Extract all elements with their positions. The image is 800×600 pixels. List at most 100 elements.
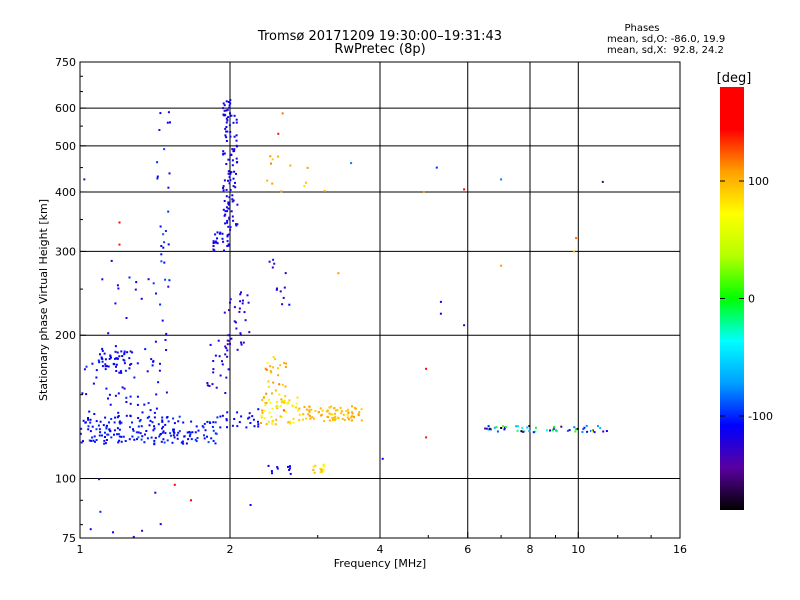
data-point: [226, 245, 229, 247]
data-point: [252, 418, 255, 421]
data-point: [137, 436, 140, 439]
data-point: [229, 172, 232, 175]
data-point: [158, 435, 161, 438]
data-point: [95, 376, 98, 379]
colorbar-ticks: 100 0 -100: [720, 175, 773, 423]
data-point: [212, 371, 215, 374]
data-point: [177, 420, 180, 423]
data-point: [216, 242, 219, 245]
data-point: [296, 396, 299, 399]
data-point: [284, 366, 287, 368]
data-point: [236, 348, 239, 351]
data-point: [271, 422, 274, 425]
data-point: [92, 382, 95, 385]
data-point: [224, 392, 227, 394]
data-point: [231, 159, 234, 162]
data-point: [240, 291, 242, 294]
data-point: [189, 431, 192, 434]
x-tick-label: 1: [77, 543, 84, 556]
data-point: [215, 386, 218, 389]
data-point: [130, 362, 133, 365]
data-point: [323, 189, 326, 192]
data-point: [225, 206, 228, 209]
data-point: [521, 426, 524, 429]
data-point: [209, 343, 212, 346]
data-point: [89, 421, 92, 424]
data-point: [602, 430, 605, 433]
data-point: [339, 406, 342, 409]
data-point: [169, 432, 172, 435]
data-point: [120, 371, 123, 374]
data-point: [233, 114, 236, 117]
data-point: [303, 185, 306, 187]
data-point: [266, 361, 269, 364]
data-point: [131, 435, 134, 438]
data-point: [129, 363, 131, 366]
data-point: [240, 341, 242, 344]
data-point: [493, 426, 496, 429]
data-point: [233, 306, 236, 309]
data-point: [83, 178, 86, 181]
data-point: [221, 232, 224, 235]
data-point: [165, 349, 168, 351]
data-point: [291, 404, 294, 407]
data-point: [268, 260, 271, 263]
data-point: [225, 376, 228, 379]
data-point: [226, 349, 229, 352]
data-point: [581, 431, 584, 433]
data-point: [274, 423, 277, 426]
data-point: [131, 351, 134, 354]
data-point: [238, 310, 241, 313]
data-point: [312, 469, 315, 472]
data-point: [91, 425, 94, 428]
data-point: [264, 402, 267, 405]
data-point: [223, 214, 226, 217]
data-point: [272, 381, 275, 384]
data-point: [168, 172, 171, 175]
data-point: [586, 430, 589, 433]
data-point: [178, 430, 181, 433]
data-point: [230, 171, 233, 174]
colorbar-tick-label: 100: [748, 175, 769, 188]
data-point: [582, 428, 585, 431]
data-point: [152, 360, 155, 363]
data-point: [148, 415, 151, 418]
data-point: [265, 423, 268, 426]
data-point: [272, 366, 275, 369]
data-point: [226, 343, 229, 346]
data-point: [601, 180, 604, 183]
data-point: [231, 200, 234, 203]
data-point: [107, 332, 110, 335]
data-point: [226, 119, 229, 122]
data-point: [248, 416, 251, 419]
axis-ticks: [79, 61, 681, 539]
data-point: [289, 472, 292, 475]
data-point: [165, 391, 168, 394]
data-point: [222, 113, 225, 116]
data-point: [91, 362, 94, 365]
y-tick-labels: 75 100 200 300 400 500 600 750: [55, 56, 76, 545]
data-point: [101, 360, 104, 363]
data-point: [225, 121, 228, 124]
data-point: [311, 416, 314, 419]
data-point: [83, 368, 86, 371]
data-point: [496, 430, 499, 433]
data-point: [87, 417, 89, 419]
data-point: [117, 392, 120, 395]
data-point: [92, 439, 95, 442]
data-point: [260, 422, 262, 424]
data-point: [183, 435, 186, 438]
data-point: [308, 409, 311, 412]
data-point: [358, 411, 361, 413]
data-point: [153, 425, 156, 428]
data-point: [334, 418, 337, 421]
data-point: [223, 109, 226, 112]
data-point: [202, 426, 205, 429]
data-point: [340, 410, 343, 413]
data-point: [196, 437, 199, 439]
data-point: [515, 425, 518, 428]
data-point: [221, 360, 223, 363]
data-point: [295, 402, 298, 405]
data-point: [240, 415, 243, 418]
data-point: [274, 358, 277, 361]
